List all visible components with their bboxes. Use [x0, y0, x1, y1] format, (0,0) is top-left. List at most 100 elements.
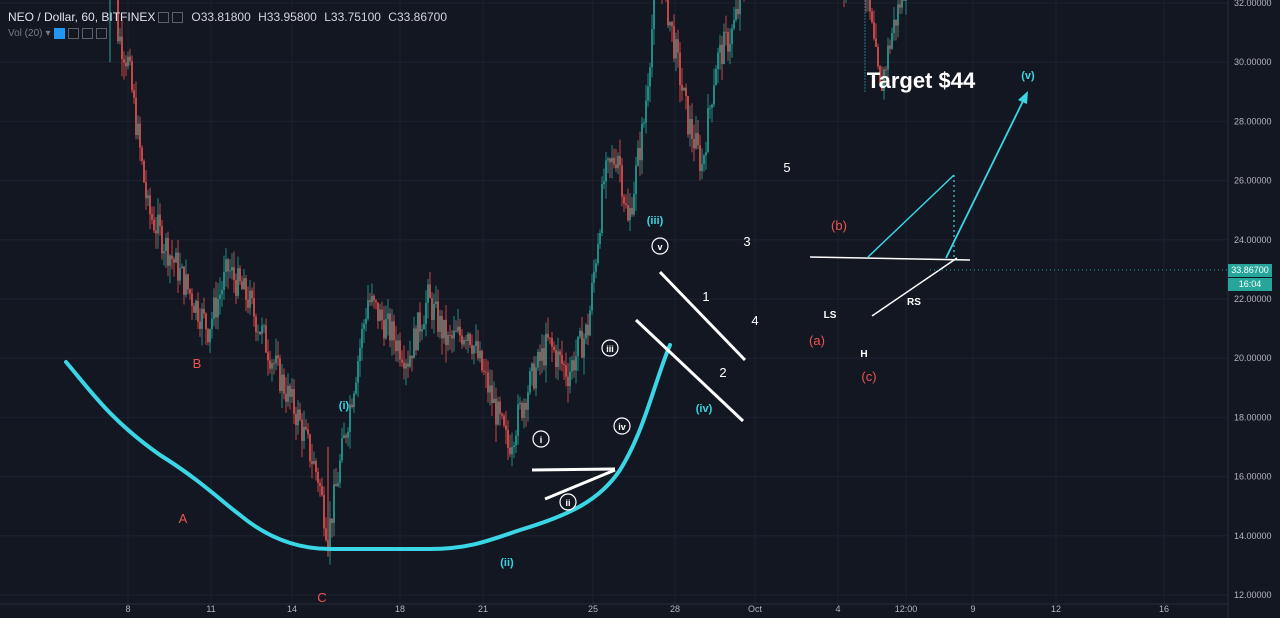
countdown-tag: 16:04: [1228, 278, 1272, 291]
candle-body: [537, 351, 539, 368]
candles: [109, 0, 907, 565]
candle-body: [149, 195, 151, 215]
x-tick-label: 28: [670, 604, 680, 614]
candle-body: [325, 528, 327, 541]
wave-label: (i): [339, 400, 350, 412]
candle-body: [481, 350, 483, 371]
candle-body: [599, 233, 601, 245]
candle-body: [261, 325, 263, 335]
candle-body: [471, 345, 473, 354]
candle-body: [735, 8, 737, 20]
chevron-down-icon[interactable]: ▾: [45, 28, 51, 39]
candle-body: [559, 351, 561, 355]
wave-label: (c): [861, 369, 876, 384]
candle-body: [463, 339, 465, 345]
roman-circle: [651, 237, 669, 255]
candle-body: [269, 360, 271, 369]
candle-body: [137, 123, 139, 136]
add-icon[interactable]: [81, 28, 93, 39]
candle-body: [573, 360, 575, 371]
candle-body: [347, 431, 349, 438]
candle-body: [131, 61, 133, 91]
candle-body: [643, 122, 645, 124]
x-tick-label: 11: [206, 604, 215, 614]
candle-body: [675, 39, 677, 59]
candle-body: [229, 270, 231, 272]
candle-body: [523, 402, 525, 418]
candle-body: [595, 263, 597, 272]
candle-body: [565, 364, 567, 377]
candle-body: [339, 460, 341, 483]
open-value: 33.81800: [200, 10, 251, 24]
candle-body: [345, 435, 347, 438]
candle-body: [601, 184, 603, 234]
candle-body: [517, 404, 519, 436]
arrow-head-icon: [1018, 91, 1028, 104]
trend-line: [544, 468, 616, 501]
candle-body: [233, 267, 235, 281]
candle-body: [315, 461, 317, 472]
candle-body: [393, 321, 395, 341]
candle-body: [721, 44, 723, 64]
close-icon[interactable]: [95, 28, 107, 39]
candle-body: [625, 203, 627, 206]
candle-body: [647, 86, 649, 101]
candle-body: [349, 404, 351, 432]
candle-body: [589, 310, 591, 336]
settings-icon[interactable]: [67, 28, 79, 39]
candle-body: [487, 372, 489, 393]
candle-body: [603, 181, 605, 185]
candle-body: [531, 363, 533, 372]
candle-body: [239, 268, 241, 282]
candle-body: [605, 160, 607, 182]
candle-body: [615, 164, 617, 169]
compare-icon[interactable]: [172, 11, 184, 23]
candle-body: [235, 280, 237, 296]
candle-body: [653, 0, 655, 30]
candle-body: [175, 252, 177, 263]
candle-body: [207, 329, 209, 343]
volume-label[interactable]: Vol (20): [8, 28, 43, 39]
candle-body: [343, 435, 345, 439]
symbol-title[interactable]: NEO / Dollar, 60, BITFINEX: [8, 10, 156, 24]
candle-body: [483, 370, 485, 372]
candle-body: [363, 323, 365, 329]
candle-body: [119, 36, 121, 42]
candle-body: [631, 207, 633, 215]
candle-body: [359, 347, 361, 362]
trend-line: [531, 467, 616, 472]
candle-body: [731, 28, 733, 45]
candle-body: [141, 147, 143, 161]
wave-label: (a): [809, 333, 825, 348]
candle-body: [205, 313, 207, 330]
candle-body: [291, 389, 293, 397]
symbol-settings-icon[interactable]: [158, 11, 170, 23]
candle-body: [373, 295, 375, 301]
high-label: H: [258, 10, 267, 24]
eye-icon[interactable]: [53, 28, 65, 39]
candle-body: [709, 107, 711, 109]
candle-body: [879, 66, 881, 83]
candle-body: [187, 274, 189, 290]
candle-body: [255, 316, 257, 333]
candle-body: [161, 225, 163, 254]
roman-circle: [532, 430, 550, 448]
candle-body: [583, 338, 585, 358]
candle-body: [511, 447, 513, 455]
candle-body: [321, 486, 323, 496]
candle-body: [227, 259, 229, 272]
candle-body: [495, 398, 497, 425]
candle-body: [365, 318, 367, 324]
candle-body: [465, 339, 467, 341]
candle-body: [313, 461, 315, 464]
candle-body: [623, 196, 625, 204]
candle-body: [455, 330, 457, 332]
candle-body: [607, 158, 609, 161]
candle-body: [439, 315, 441, 332]
candle-body: [461, 335, 463, 345]
candle-body: [707, 108, 709, 153]
candle-body: [413, 328, 415, 359]
candle-body: [877, 46, 879, 67]
candle-body: [689, 118, 691, 135]
